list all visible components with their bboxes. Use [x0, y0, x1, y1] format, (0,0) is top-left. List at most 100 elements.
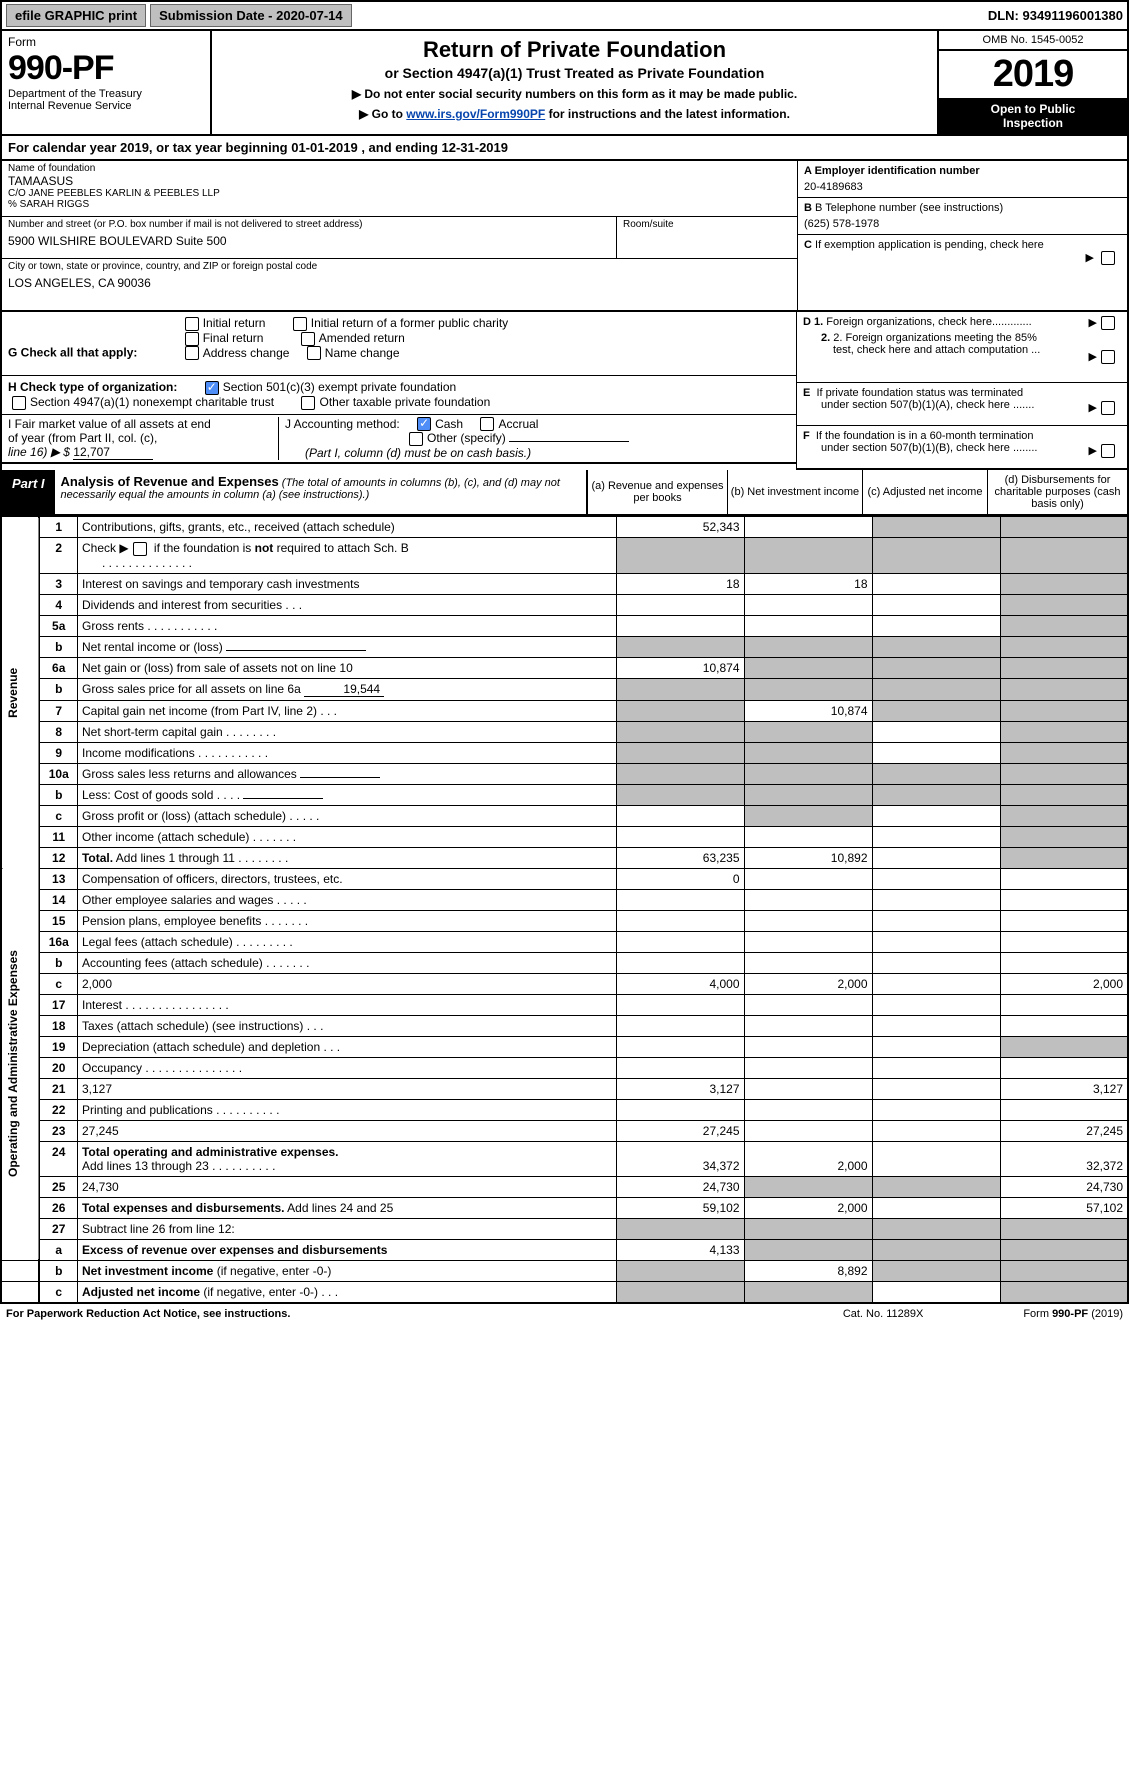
- line-desc: Pension plans, employee benefits . . . .…: [77, 910, 616, 931]
- line-number: 18: [39, 1015, 77, 1036]
- inline-amount-input[interactable]: [300, 777, 380, 778]
- g-label: G Check all that apply:: [8, 346, 137, 360]
- col-a-val: 24,730: [616, 1176, 744, 1197]
- table-row: 5a Gross rents . . . . . . . . . . .: [1, 615, 1128, 636]
- g-initial-former-checkbox[interactable]: [293, 317, 307, 331]
- line-desc: Total expenses and disbursements. Add li…: [77, 1197, 616, 1218]
- h-other-taxable-checkbox[interactable]: [301, 396, 315, 410]
- table-row: 6a Net gain or (loss) from sale of asset…: [1, 657, 1128, 678]
- e-line2: under section 507(b)(1)(A), check here .…: [803, 399, 1121, 411]
- city-label: City or town, state or province, country…: [8, 261, 791, 272]
- part-1-description: Analysis of Revenue and Expenses (The to…: [55, 470, 587, 514]
- g-final-return-checkbox[interactable]: [185, 332, 199, 346]
- col-b-val: 8,892: [744, 1260, 872, 1281]
- dln-label: DLN:: [988, 8, 1023, 23]
- line-number: c: [39, 973, 77, 994]
- f-line1: F If the foundation is in a 60-month ter…: [803, 430, 1121, 442]
- line-number: 14: [39, 889, 77, 910]
- line-number: 13: [39, 868, 77, 889]
- efile-print-button[interactable]: efile GRAPHIC print: [6, 4, 146, 27]
- line-number: 16a: [39, 931, 77, 952]
- d1-checkbox[interactable]: [1101, 316, 1115, 330]
- telephone-value: (625) 578-1978: [804, 214, 1121, 230]
- col-a-val: 0: [616, 868, 744, 889]
- h-label: H Check type of organization:: [8, 380, 177, 394]
- table-row: 7 Capital gain net income (from Part IV,…: [1, 700, 1128, 721]
- irs-form-link[interactable]: www.irs.gov/Form990PF: [406, 107, 545, 121]
- h-501c3-checkbox[interactable]: [205, 381, 219, 395]
- col-b-val: 2,000: [744, 973, 872, 994]
- line-desc: Gross rents . . . . . . . . . . .: [77, 615, 616, 636]
- city-value: LOS ANGELES, CA 90036: [8, 272, 791, 308]
- omb-number: OMB No. 1545-0052: [939, 31, 1127, 51]
- table-row: 14Other employee salaries and wages . . …: [1, 889, 1128, 910]
- line-desc: Capital gain net income (from Part IV, l…: [77, 700, 616, 721]
- line-number: b: [39, 636, 77, 657]
- goto-prefix: ▶ Go to: [359, 107, 406, 121]
- col-a-val: 63,235: [616, 847, 744, 868]
- line-desc: Interest on savings and temporary cash i…: [77, 573, 616, 594]
- table-row: 25 24,730 24,730 24,730: [1, 1176, 1128, 1197]
- e-checkbox[interactable]: [1101, 401, 1115, 415]
- g-amended-return-checkbox[interactable]: [301, 332, 315, 346]
- i-line3: line 16) ▶ $: [8, 445, 70, 459]
- inline-amount-input[interactable]: 19,544: [304, 682, 384, 697]
- table-row: 2 Check ▶ if the foundation is not requi…: [1, 538, 1128, 574]
- h-4947-checkbox[interactable]: [12, 396, 26, 410]
- col-b-val: 10,892: [744, 847, 872, 868]
- line-desc: Income modifications . . . . . . . . . .…: [77, 742, 616, 763]
- col-a-val: 4,000: [616, 973, 744, 994]
- g-initial-return-checkbox[interactable]: [185, 317, 199, 331]
- table-row: 24 Total operating and administrative ex…: [1, 1141, 1128, 1176]
- line-number: c: [39, 1281, 77, 1303]
- line-desc: 27,245: [77, 1120, 616, 1141]
- col-c-val: [872, 573, 1000, 594]
- calendar-year-row: For calendar year 2019, or tax year begi…: [0, 136, 1129, 161]
- arrow-icon: ▶: [1089, 317, 1097, 329]
- goto-suffix: for instructions and the latest informat…: [545, 107, 790, 121]
- line-desc: Total operating and administrative expen…: [77, 1141, 616, 1176]
- form-warning-ssn: ▶ Do not enter social security numbers o…: [218, 87, 931, 101]
- c-exemption-checkbox[interactable]: [1101, 251, 1115, 265]
- f-checkbox[interactable]: [1101, 444, 1115, 458]
- g-address-change-label: Address change: [203, 346, 290, 360]
- i-line1: I Fair market value of all assets at end: [8, 417, 211, 431]
- form-subtitle: or Section 4947(a)(1) Trust Treated as P…: [218, 65, 931, 81]
- open-to-public: Open to PublicInspection: [939, 98, 1127, 134]
- g-name-change-checkbox[interactable]: [307, 346, 321, 360]
- j-other-specify-input[interactable]: [509, 441, 629, 442]
- table-row: b Net investment income (if negative, en…: [1, 1260, 1128, 1281]
- col-d-val: 24,730: [1000, 1176, 1128, 1197]
- schedule-b-not-required-checkbox[interactable]: [133, 542, 147, 556]
- revenue-side-label: Revenue: [1, 517, 39, 869]
- foundation-name-label: Name of foundation: [8, 163, 791, 174]
- j-other-checkbox[interactable]: [409, 432, 423, 446]
- part-1-table: Revenue 1 Contributions, gifts, grants, …: [0, 516, 1129, 1304]
- g-address-change-checkbox[interactable]: [185, 346, 199, 360]
- table-row: 21 3,127 3,127 3,127: [1, 1078, 1128, 1099]
- line-desc: Check ▶ if the foundation is not require…: [77, 538, 616, 574]
- i-fmv-value: 12,707: [73, 445, 153, 460]
- dln-cell: DLN: 93491196001380: [988, 8, 1123, 23]
- line-number: 9: [39, 742, 77, 763]
- inline-amount-input[interactable]: [226, 650, 366, 651]
- table-row: 8 Net short-term capital gain . . . . . …: [1, 721, 1128, 742]
- col-b-header: (b) Net investment income: [727, 470, 862, 514]
- col-c-header: (c) Adjusted net income: [862, 470, 987, 514]
- expenses-side-label: Operating and Administrative Expenses: [1, 868, 39, 1260]
- line-number: 15: [39, 910, 77, 931]
- inline-amount-input[interactable]: [243, 798, 323, 799]
- g-final-return-label: Final return: [203, 331, 264, 345]
- j-accrual-checkbox[interactable]: [480, 417, 494, 431]
- j-accrual-label: Accrual: [498, 417, 538, 431]
- table-row: a Excess of revenue over expenses and di…: [1, 1239, 1128, 1260]
- d1-foreign-orgs-label: D 1. Foreign organizations, check here..…: [803, 316, 1121, 328]
- table-row: 11 Other income (attach schedule) . . . …: [1, 826, 1128, 847]
- line-desc: 3,127: [77, 1078, 616, 1099]
- f-line2: under section 507(b)(1)(B), check here .…: [803, 442, 1121, 454]
- line-desc: Adjusted net income (if negative, enter …: [77, 1281, 616, 1303]
- line-number: 26: [39, 1197, 77, 1218]
- j-cash-checkbox[interactable]: [417, 417, 431, 431]
- d2-checkbox[interactable]: [1101, 350, 1115, 364]
- line-desc: Gross profit or (loss) (attach schedule)…: [77, 805, 616, 826]
